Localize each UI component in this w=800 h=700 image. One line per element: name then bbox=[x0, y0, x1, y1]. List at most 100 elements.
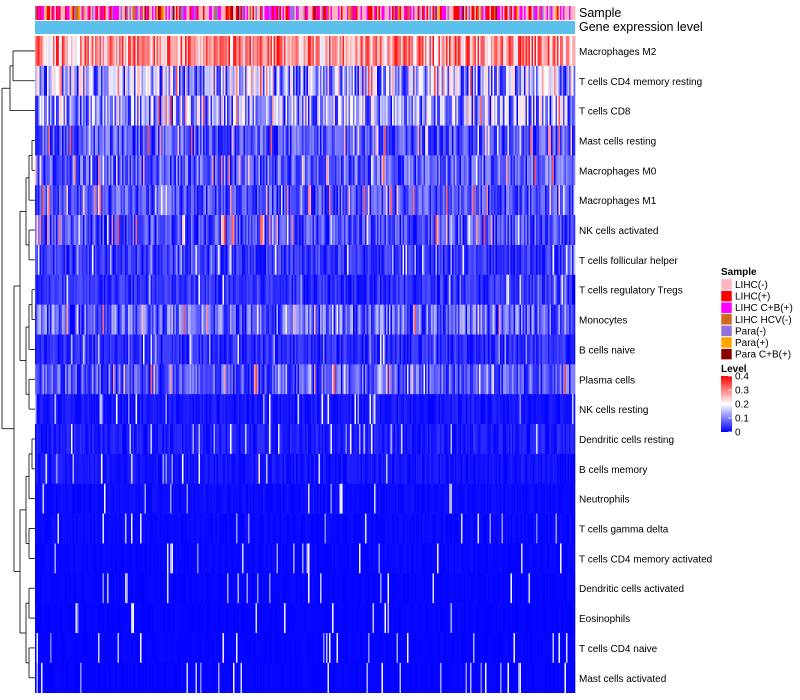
heatmap-cell bbox=[500, 95, 502, 126]
heatmap-cell bbox=[86, 125, 88, 156]
heatmap-cell bbox=[216, 304, 219, 335]
heatmap-cell bbox=[413, 244, 415, 276]
heatmap-cell bbox=[287, 274, 289, 305]
heatmap-cell bbox=[380, 36, 382, 67]
heatmap-cell bbox=[65, 185, 67, 216]
heatmap-cell bbox=[281, 394, 283, 425]
heatmap-cell bbox=[306, 334, 309, 365]
heatmap-cell bbox=[179, 185, 181, 216]
heatmap-cell bbox=[351, 304, 354, 335]
heatmap-cell bbox=[354, 125, 357, 156]
heatmap-cell bbox=[521, 95, 523, 126]
heatmap-cell bbox=[482, 274, 484, 305]
heatmap-cell bbox=[320, 155, 322, 186]
heatmap-cell bbox=[485, 274, 487, 305]
heatmap-cell bbox=[372, 185, 375, 216]
heatmap-cell bbox=[548, 36, 550, 67]
heatmap-cell bbox=[251, 65, 253, 96]
heatmap-cell bbox=[137, 364, 139, 395]
heatmap-cell bbox=[356, 244, 358, 276]
heatmap-cell bbox=[425, 215, 427, 246]
heatmap-cell bbox=[570, 36, 573, 67]
heatmap-cell bbox=[542, 244, 544, 276]
sample-annotation-cell bbox=[542, 6, 544, 20]
heatmap-cell bbox=[123, 274, 126, 305]
heatmap-cell bbox=[474, 304, 477, 335]
heatmap-cell bbox=[389, 125, 391, 156]
heatmap-cell bbox=[401, 95, 403, 126]
heatmap-cell bbox=[198, 334, 201, 365]
heatmap-cell bbox=[347, 334, 349, 365]
heatmap-cell bbox=[276, 215, 279, 246]
heatmap-cell bbox=[114, 36, 117, 67]
heatmap-cell bbox=[68, 215, 70, 246]
heatmap-cell bbox=[341, 125, 343, 156]
heatmap-cell bbox=[426, 274, 429, 305]
heatmap-cell bbox=[354, 244, 357, 276]
heatmap-cell bbox=[380, 125, 382, 156]
heatmap-cell bbox=[461, 304, 463, 335]
heatmap-cell bbox=[194, 244, 196, 276]
heatmap-cell bbox=[524, 274, 526, 305]
heatmap-cell bbox=[371, 364, 373, 395]
heatmap-cell bbox=[149, 215, 151, 246]
heatmap-cell bbox=[266, 394, 268, 425]
heatmap-cell bbox=[312, 215, 315, 246]
heatmap-cell bbox=[227, 95, 229, 126]
heatmap-cell bbox=[318, 65, 321, 96]
sample-annotation-cell bbox=[105, 6, 108, 20]
heatmap-cell bbox=[350, 95, 352, 126]
heatmap-cell bbox=[447, 65, 450, 96]
heatmap-cell bbox=[540, 304, 543, 335]
heatmap-cell bbox=[399, 95, 402, 126]
heatmap-cell bbox=[44, 364, 46, 395]
heatmap-cell bbox=[111, 65, 114, 96]
heatmap-cell bbox=[183, 215, 186, 246]
heatmap-cell bbox=[545, 155, 547, 186]
heatmap-cell bbox=[359, 334, 361, 365]
heatmap-cell bbox=[441, 364, 444, 395]
heatmap-cell bbox=[320, 304, 322, 335]
heatmap-cell bbox=[503, 304, 505, 335]
heatmap-cell bbox=[449, 334, 451, 365]
heatmap-cell bbox=[480, 274, 483, 305]
heatmap-cell bbox=[65, 155, 67, 186]
heatmap-cell bbox=[258, 274, 261, 305]
heatmap-cell bbox=[158, 36, 160, 67]
heatmap-cell bbox=[308, 274, 310, 305]
heatmap-cell bbox=[210, 125, 213, 156]
heatmap-cell bbox=[261, 215, 264, 246]
heatmap-cell bbox=[548, 125, 550, 156]
heatmap-cell bbox=[252, 334, 255, 365]
heatmap-cell bbox=[534, 65, 537, 96]
heatmap-cell bbox=[408, 334, 411, 365]
heatmap-cell bbox=[300, 274, 303, 305]
heatmap-cell bbox=[56, 36, 58, 67]
heatmap-cell bbox=[72, 36, 75, 67]
heatmap-cell bbox=[261, 304, 264, 335]
sample-annotation-cell bbox=[339, 6, 342, 20]
heatmap-cell bbox=[411, 364, 414, 395]
heatmap-cell bbox=[360, 394, 363, 425]
heatmap-cell bbox=[90, 334, 93, 365]
heatmap-cell bbox=[462, 274, 465, 305]
heatmap-cell bbox=[54, 95, 57, 126]
heatmap-cell bbox=[228, 215, 231, 246]
heatmap-cell bbox=[401, 334, 403, 365]
heatmap-cell bbox=[428, 304, 430, 335]
sample-annotation-cell bbox=[363, 6, 366, 20]
heatmap-cell bbox=[284, 244, 286, 276]
heatmap-cell bbox=[141, 244, 144, 276]
heatmap-cell bbox=[525, 244, 528, 276]
heatmap-cell bbox=[251, 155, 253, 186]
heatmap-cell bbox=[84, 65, 87, 96]
heatmap-cell bbox=[479, 364, 481, 395]
heatmap-cell bbox=[53, 185, 55, 216]
heatmap-cell bbox=[446, 304, 448, 335]
heatmap-cell bbox=[507, 244, 510, 276]
heatmap-cell bbox=[552, 65, 555, 96]
heatmap-cell bbox=[177, 36, 180, 67]
heatmap-cell bbox=[333, 36, 336, 67]
heatmap-cell bbox=[294, 95, 297, 126]
heatmap-cell bbox=[501, 334, 504, 365]
